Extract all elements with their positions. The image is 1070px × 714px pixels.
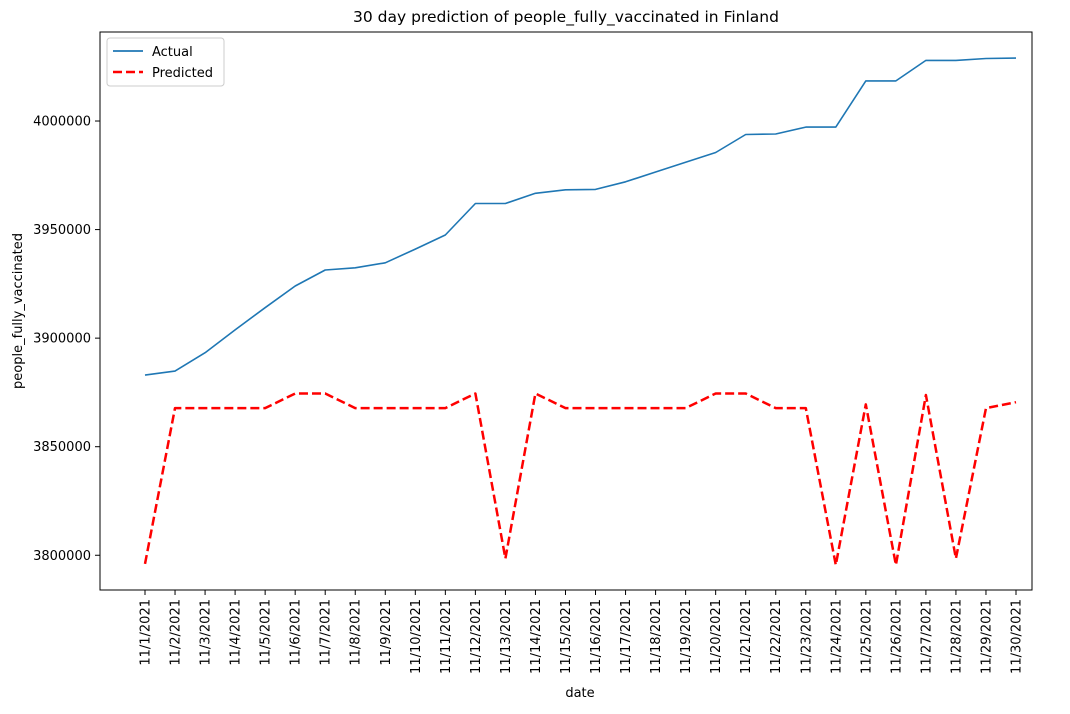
y-tick-label: 3900000 <box>33 332 91 347</box>
x-tick-label: 11/9/2021 <box>379 599 394 666</box>
legend: Actual Predicted <box>106 37 225 87</box>
legend-label-actual: Actual <box>152 45 193 60</box>
x-tick-label: 11/8/2021 <box>349 599 364 666</box>
x-tick-label: 11/21/2021 <box>739 599 754 674</box>
x-tick-label: 11/29/2021 <box>980 599 995 674</box>
x-tick-label: 11/19/2021 <box>679 599 694 674</box>
x-tick-label: 11/16/2021 <box>589 599 604 674</box>
x-tick-label: 11/27/2021 <box>919 599 934 674</box>
legend-label-predicted: Predicted <box>152 66 213 81</box>
x-tick-label: 11/11/2021 <box>439 599 454 674</box>
y-axis-label: people_fully_vaccinated <box>11 233 26 389</box>
y-tick-label: 3800000 <box>33 549 91 564</box>
y-axis: 3800000 3850000 3900000 3950000 4000000 <box>33 115 100 564</box>
x-tick-label: 11/13/2021 <box>499 599 514 674</box>
x-tick-label: 11/6/2021 <box>289 599 304 666</box>
x-tick-label: 11/10/2021 <box>409 599 424 674</box>
x-tick-label: 11/2/2021 <box>169 599 184 666</box>
x-tick-label: 11/23/2021 <box>799 599 814 674</box>
x-tick-label: 11/26/2021 <box>889 599 904 674</box>
x-tick-label: 11/22/2021 <box>769 599 784 674</box>
x-tick-label: 11/4/2021 <box>229 599 244 666</box>
x-tick-label: 11/20/2021 <box>709 599 724 674</box>
x-axis-label: date <box>565 686 594 701</box>
x-tick-label: 11/7/2021 <box>319 599 334 666</box>
x-tick-label: 11/14/2021 <box>529 599 544 674</box>
x-tick-label: 11/15/2021 <box>559 599 574 674</box>
x-tick-label: 11/17/2021 <box>619 599 634 674</box>
y-tick-label: 3950000 <box>33 223 91 238</box>
chart-title: 30 day prediction of people_fully_vaccin… <box>353 8 779 27</box>
series-line-actual <box>144 57 1017 376</box>
x-tick-label: 11/30/2021 <box>1010 599 1025 674</box>
x-axis: 11/1/2021 11/2/2021 11/3/2021 11/4/2021 11/5… <box>139 590 1025 674</box>
x-tick-label: 11/18/2021 <box>649 599 664 674</box>
plot-data-layer <box>143 57 1017 567</box>
series-line-predicted <box>143 392 1017 567</box>
legend-frame <box>106 37 225 87</box>
y-tick-label: 3850000 <box>33 440 91 455</box>
x-tick-label: 11/12/2021 <box>469 599 484 674</box>
y-tick-label: 4000000 <box>33 115 91 130</box>
plot-frame <box>99 31 1033 591</box>
x-tick-label: 11/3/2021 <box>199 599 214 666</box>
x-tick-label: 11/28/2021 <box>949 599 964 674</box>
x-tick-label: 11/24/2021 <box>829 599 844 674</box>
x-tick-label: 11/25/2021 <box>859 599 874 674</box>
x-tick-label: 11/5/2021 <box>259 599 274 666</box>
x-tick-label: 11/1/2021 <box>139 599 154 666</box>
